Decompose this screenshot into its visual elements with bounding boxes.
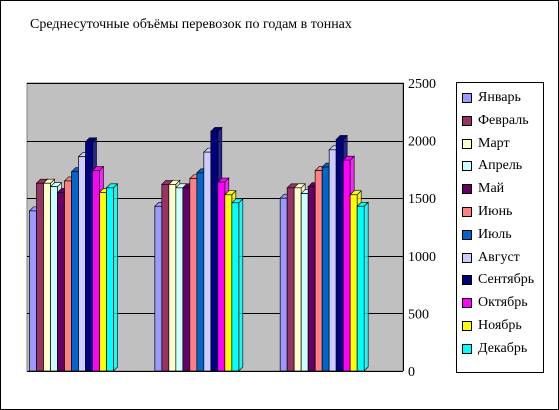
bar — [36, 182, 44, 372]
legend-item: Март — [462, 135, 510, 153]
legend-label: Июль — [478, 226, 512, 242]
bar-side — [363, 201, 369, 372]
bar-side — [113, 183, 118, 372]
bar — [92, 170, 100, 372]
legend-swatch — [462, 298, 472, 309]
legend-item: Июль — [462, 226, 512, 244]
legend-item: Февраль — [462, 112, 529, 130]
legend-label: Июнь — [478, 204, 513, 219]
bar — [57, 192, 65, 372]
bar — [286, 187, 295, 372]
bar — [210, 131, 219, 372]
bar — [189, 178, 198, 372]
bar — [356, 205, 365, 372]
bar — [196, 172, 205, 372]
bar — [43, 182, 51, 372]
bar — [175, 187, 184, 372]
legend-swatch — [462, 252, 472, 263]
bar — [279, 197, 288, 372]
legend-item: Апрель — [462, 157, 522, 175]
bar — [217, 181, 226, 372]
bar — [300, 193, 309, 372]
legend-swatch — [462, 93, 472, 103]
legend-swatch — [462, 321, 472, 331]
legend-item: Январь — [462, 89, 521, 107]
bar — [203, 151, 212, 372]
legend-label: Август — [478, 249, 520, 265]
legend-swatch — [462, 138, 472, 149]
bar — [50, 186, 58, 372]
bar — [349, 194, 358, 372]
y-tick-label: 500 — [408, 307, 429, 322]
bar — [64, 180, 72, 372]
bar — [224, 194, 233, 372]
legend-label: Март — [478, 135, 510, 151]
bar — [161, 184, 170, 372]
bar — [182, 187, 191, 372]
legend-swatch — [462, 115, 472, 126]
legend-label: Сентябрь — [478, 272, 535, 288]
legend-label: Ноябрь — [478, 318, 522, 333]
bar — [168, 184, 177, 372]
bar — [321, 166, 330, 372]
bar — [335, 139, 344, 372]
legend-label: Апрель — [478, 158, 523, 174]
legend-item: Октябрь — [462, 294, 528, 312]
bar-side — [238, 198, 244, 372]
legend-swatch — [462, 275, 472, 286]
chart-title: Среднесуточные объёмы перевозок по годам… — [30, 17, 352, 32]
legend-item: Сентябрь — [462, 271, 534, 289]
bar — [307, 186, 316, 372]
bar — [71, 171, 79, 372]
legend-label: Декабрь — [478, 340, 528, 356]
y-tick-label: 1500 — [408, 192, 436, 207]
y-tick-label: 2000 — [408, 135, 436, 150]
legend-swatch — [462, 229, 472, 240]
bar — [85, 141, 93, 372]
legend-label: Январь — [478, 90, 521, 105]
bar — [78, 156, 86, 372]
legend-label: Май — [478, 181, 505, 197]
bar — [342, 159, 351, 372]
legend-swatch — [462, 343, 472, 354]
bar — [99, 192, 107, 372]
legend-item: Ноябрь — [462, 317, 522, 335]
legend-label: Октябрь — [478, 295, 528, 311]
bar — [293, 187, 302, 372]
bar — [154, 205, 163, 372]
legend-item: Август — [462, 249, 520, 267]
bar — [328, 149, 337, 372]
bar — [314, 170, 323, 372]
y-tick-label: 2500 — [408, 77, 436, 92]
legend-label: Февраль — [478, 112, 529, 128]
legend-item: Май — [462, 180, 504, 198]
chart-legend: Январь Февраль Март Апрель Май Июнь Июль Август… — [456, 82, 544, 373]
legend-swatch — [462, 184, 472, 195]
bar — [106, 187, 114, 372]
y-tick-label: 0 — [408, 365, 415, 380]
bar — [29, 210, 37, 372]
legend-swatch — [462, 207, 472, 217]
legend-item: Июнь — [462, 203, 512, 221]
y-tick-label: 1000 — [408, 250, 436, 265]
bar — [231, 202, 240, 372]
legend-swatch — [462, 161, 472, 172]
legend-item: Декабрь — [462, 340, 527, 358]
